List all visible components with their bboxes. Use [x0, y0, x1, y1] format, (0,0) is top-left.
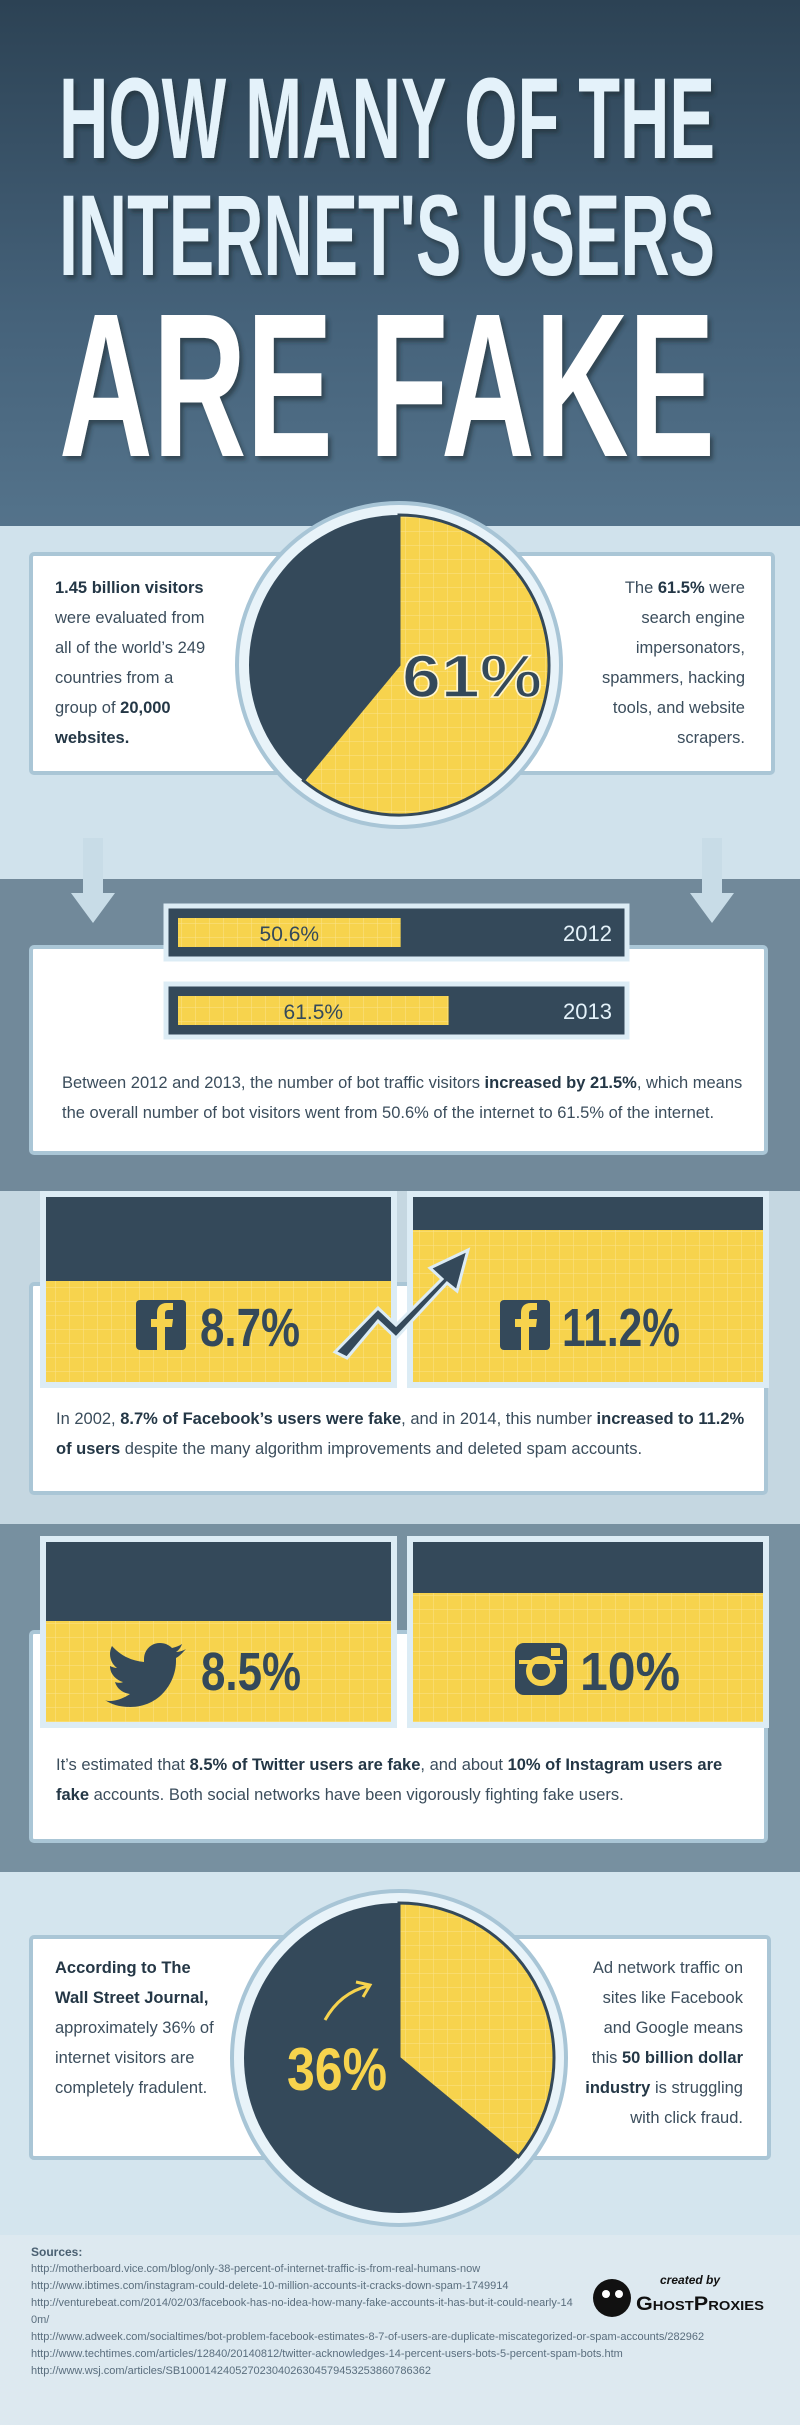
text: accounts. Both social networks have been…	[89, 1786, 624, 1804]
text: is struggling with click fraud.	[630, 2079, 743, 2127]
source-link: http://www.ibtimes.com/instagram-could-d…	[31, 2280, 509, 2292]
title-line: ARE FAKE	[59, 271, 715, 500]
down-arrow	[690, 838, 734, 923]
source-link: http://www.wsj.com/articles/SB1000142405…	[31, 2365, 431, 2377]
facebook-f	[151, 1303, 173, 1350]
paragraph: It’s estimated that 8.5% of Twitter user…	[56, 1750, 756, 1810]
stat-fill	[413, 1593, 763, 1722]
bold-text: 1.45 billion visitors	[55, 579, 204, 597]
twitter-icon	[105, 1643, 186, 1707]
bold-text: According to The Wall Street Journal,	[55, 1959, 209, 2007]
source-link: http://www.adweek.com/socialtimes/bot-pr…	[31, 2331, 705, 2343]
stat-fill	[46, 1621, 391, 1722]
bold-text: increased to 11.2% of users	[56, 1410, 745, 1458]
bar-year: 2012	[563, 921, 612, 946]
text: , and in 2014, this number	[401, 1410, 597, 1428]
text: , which means the overall number of bot …	[62, 1074, 743, 1122]
logo-credit: created by	[660, 2273, 721, 2287]
source-link: http://venturebeat.com/2014/02/03/facebo…	[31, 2297, 573, 2326]
header-bg	[0, 0, 800, 526]
text: Ad network traffic on sites like Faceboo…	[591, 1959, 743, 2067]
trend-arrow	[332, 1247, 471, 1360]
bold-text: 8.5% of Twitter users are fake	[189, 1756, 421, 1774]
footer-bg	[0, 2235, 800, 2425]
text: were search engine impersonators, spamme…	[601, 579, 745, 747]
pie-label: 61%	[402, 643, 542, 710]
stat-value: 8.5%	[201, 1642, 301, 1702]
pie-slice	[397, 1901, 556, 2159]
stat-value: 8.7%	[200, 1298, 300, 1358]
paragraph: 1.45 billion visitors were evaluated fro…	[55, 573, 220, 753]
stat-value: 10%	[580, 1642, 680, 1702]
bold-text: 10% of Instagram users are fake	[56, 1756, 723, 1804]
bold-text: 8.7% of Facebook’s users were fake	[120, 1410, 402, 1428]
text: It’s estimated that	[56, 1756, 190, 1774]
logo-eye	[602, 2290, 610, 2298]
source-link: http://www.techtimes.com/articles/12840/…	[31, 2348, 623, 2360]
text: Between 2012 and 2013, the number of bot…	[62, 1074, 485, 1092]
small-arrow	[323, 1980, 373, 2021]
logo-space	[576, 2244, 766, 2300]
bold-text: increased by 21.5%	[484, 1074, 637, 1092]
bold-text: 50 billion dollar industry	[585, 2049, 743, 2097]
paragraph: Between 2012 and 2013, the number of bot…	[62, 1068, 752, 1128]
sources: Sources: http://motherboard.vice.com/blog…	[31, 2244, 766, 2380]
text: , and about	[420, 1756, 508, 1774]
paragraph: According to The Wall Street Journal, ap…	[55, 1953, 215, 2103]
bold-text: 61.5%	[657, 579, 705, 597]
bar-label: 50.6%	[260, 923, 320, 946]
text: despite the many algorithm improvements …	[120, 1440, 643, 1458]
pie-slice	[301, 513, 551, 817]
text: The	[624, 579, 658, 597]
logo-eye	[615, 2290, 623, 2298]
instagram-bar	[519, 1660, 563, 1664]
sources-title: Sources:	[31, 2245, 83, 2259]
text: approximately 36% of internet visitors a…	[55, 2019, 214, 2097]
logo-ghost	[593, 2279, 631, 2317]
title-line: INTERNET'S USERS	[59, 172, 715, 300]
bold-text: 20,000 websites.	[55, 699, 171, 747]
paragraph: In 2002, 8.7% of Facebook’s users were f…	[56, 1404, 756, 1464]
down-arrow	[71, 838, 115, 923]
instagram-lens	[526, 1656, 556, 1686]
paragraph: Ad network traffic on sites like Faceboo…	[578, 1953, 743, 2133]
instagram-flash	[551, 1648, 560, 1656]
bar	[178, 918, 401, 947]
text: were evaluated from all of the world’s 2…	[55, 609, 206, 717]
source-link: http://motherboard.vice.com/blog/only-38…	[31, 2263, 481, 2275]
stat-fill	[413, 1230, 763, 1382]
pie-label: 36%	[287, 2036, 387, 2103]
bar	[178, 996, 449, 1025]
text: In 2002,	[56, 1410, 121, 1428]
stat-fill	[46, 1281, 391, 1382]
facebook-f	[515, 1303, 537, 1350]
bar-year: 2013	[563, 999, 612, 1024]
stat-value: 11.2%	[562, 1298, 680, 1358]
bar-label: 61.5%	[284, 1001, 344, 1024]
logo-brand: GhostProxies	[636, 2294, 764, 2315]
paragraph: The 61.5% were search engine impersonato…	[590, 573, 745, 753]
title-line: HOW MANY OF THE	[59, 55, 715, 183]
